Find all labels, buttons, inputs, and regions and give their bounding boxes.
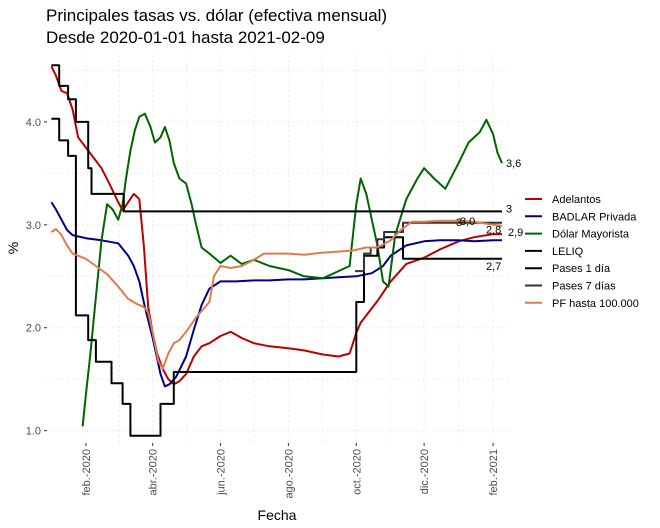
- y-axis-ticks: 1.0 2.0 3.0 4.0: [26, 117, 47, 438]
- y-tick-label: 3.0: [26, 220, 41, 232]
- legend-label: LELIQ: [552, 246, 584, 258]
- x-tick-label: feb.-2021: [488, 449, 500, 495]
- x-tick-label: jun.-2020: [216, 449, 228, 496]
- end-label: 3: [456, 217, 462, 229]
- series-line-pf-hasta-100-000: [50, 219, 503, 370]
- end-label: 2,7: [486, 261, 501, 273]
- legend-label: Dólar Mayorista: [552, 229, 630, 241]
- legend-label: PF hasta 100.000: [552, 298, 639, 310]
- legend-label: Pases 1 día: [552, 263, 611, 275]
- end-label: 3: [506, 203, 512, 215]
- legend: Adelantos BADLAR Privada Dólar Mayorista LE…: [525, 194, 639, 310]
- x-tick-label: ago.-2020: [283, 449, 295, 499]
- legend-label: BADLAR Privada: [552, 211, 637, 223]
- x-tick-label: dic.-2020: [419, 449, 431, 494]
- end-label: 2,8: [486, 224, 501, 236]
- y-axis-title: %: [5, 242, 21, 254]
- series-line-leliq: [51, 64, 502, 213]
- series-line-dolar-mayorista: [81, 112, 503, 427]
- end-labels: 2,92,83,632,733,0: [456, 158, 523, 273]
- y-tick-label: 1.0: [26, 426, 41, 438]
- x-tick-label: abr.-2020: [148, 449, 160, 495]
- chart-subtitle: Desde 2020-01-01 hasta 2021-02-09: [46, 28, 325, 47]
- y-tick-label: 2.0: [26, 323, 41, 335]
- end-label: 3,6: [506, 158, 521, 170]
- series-line-pases-1-dia: [51, 117, 502, 437]
- x-tick-label: feb.-2020: [81, 449, 93, 495]
- series-line-badlar-privada: [50, 201, 502, 388]
- chart-title: Principales tasas vs. dólar (efectiva me…: [46, 6, 387, 25]
- y-tick-label: 4.0: [26, 117, 41, 129]
- legend-label: Adelantos: [552, 194, 601, 206]
- series-line-adelantos: [50, 65, 502, 386]
- legend-label: Pases 7 días: [552, 281, 616, 293]
- series-layer: [50, 64, 503, 437]
- end-label: 2,9: [508, 227, 523, 239]
- x-axis-title: Fecha: [258, 507, 297, 523]
- series-line-pases-7-dias: [355, 221, 502, 273]
- x-axis-ticks: feb.-2020 abr.-2020 jun.-2020 ago.-2020 oct.…: [81, 443, 500, 499]
- x-tick-label: oct.-2020: [351, 449, 363, 495]
- end-label: 3,0: [460, 216, 475, 228]
